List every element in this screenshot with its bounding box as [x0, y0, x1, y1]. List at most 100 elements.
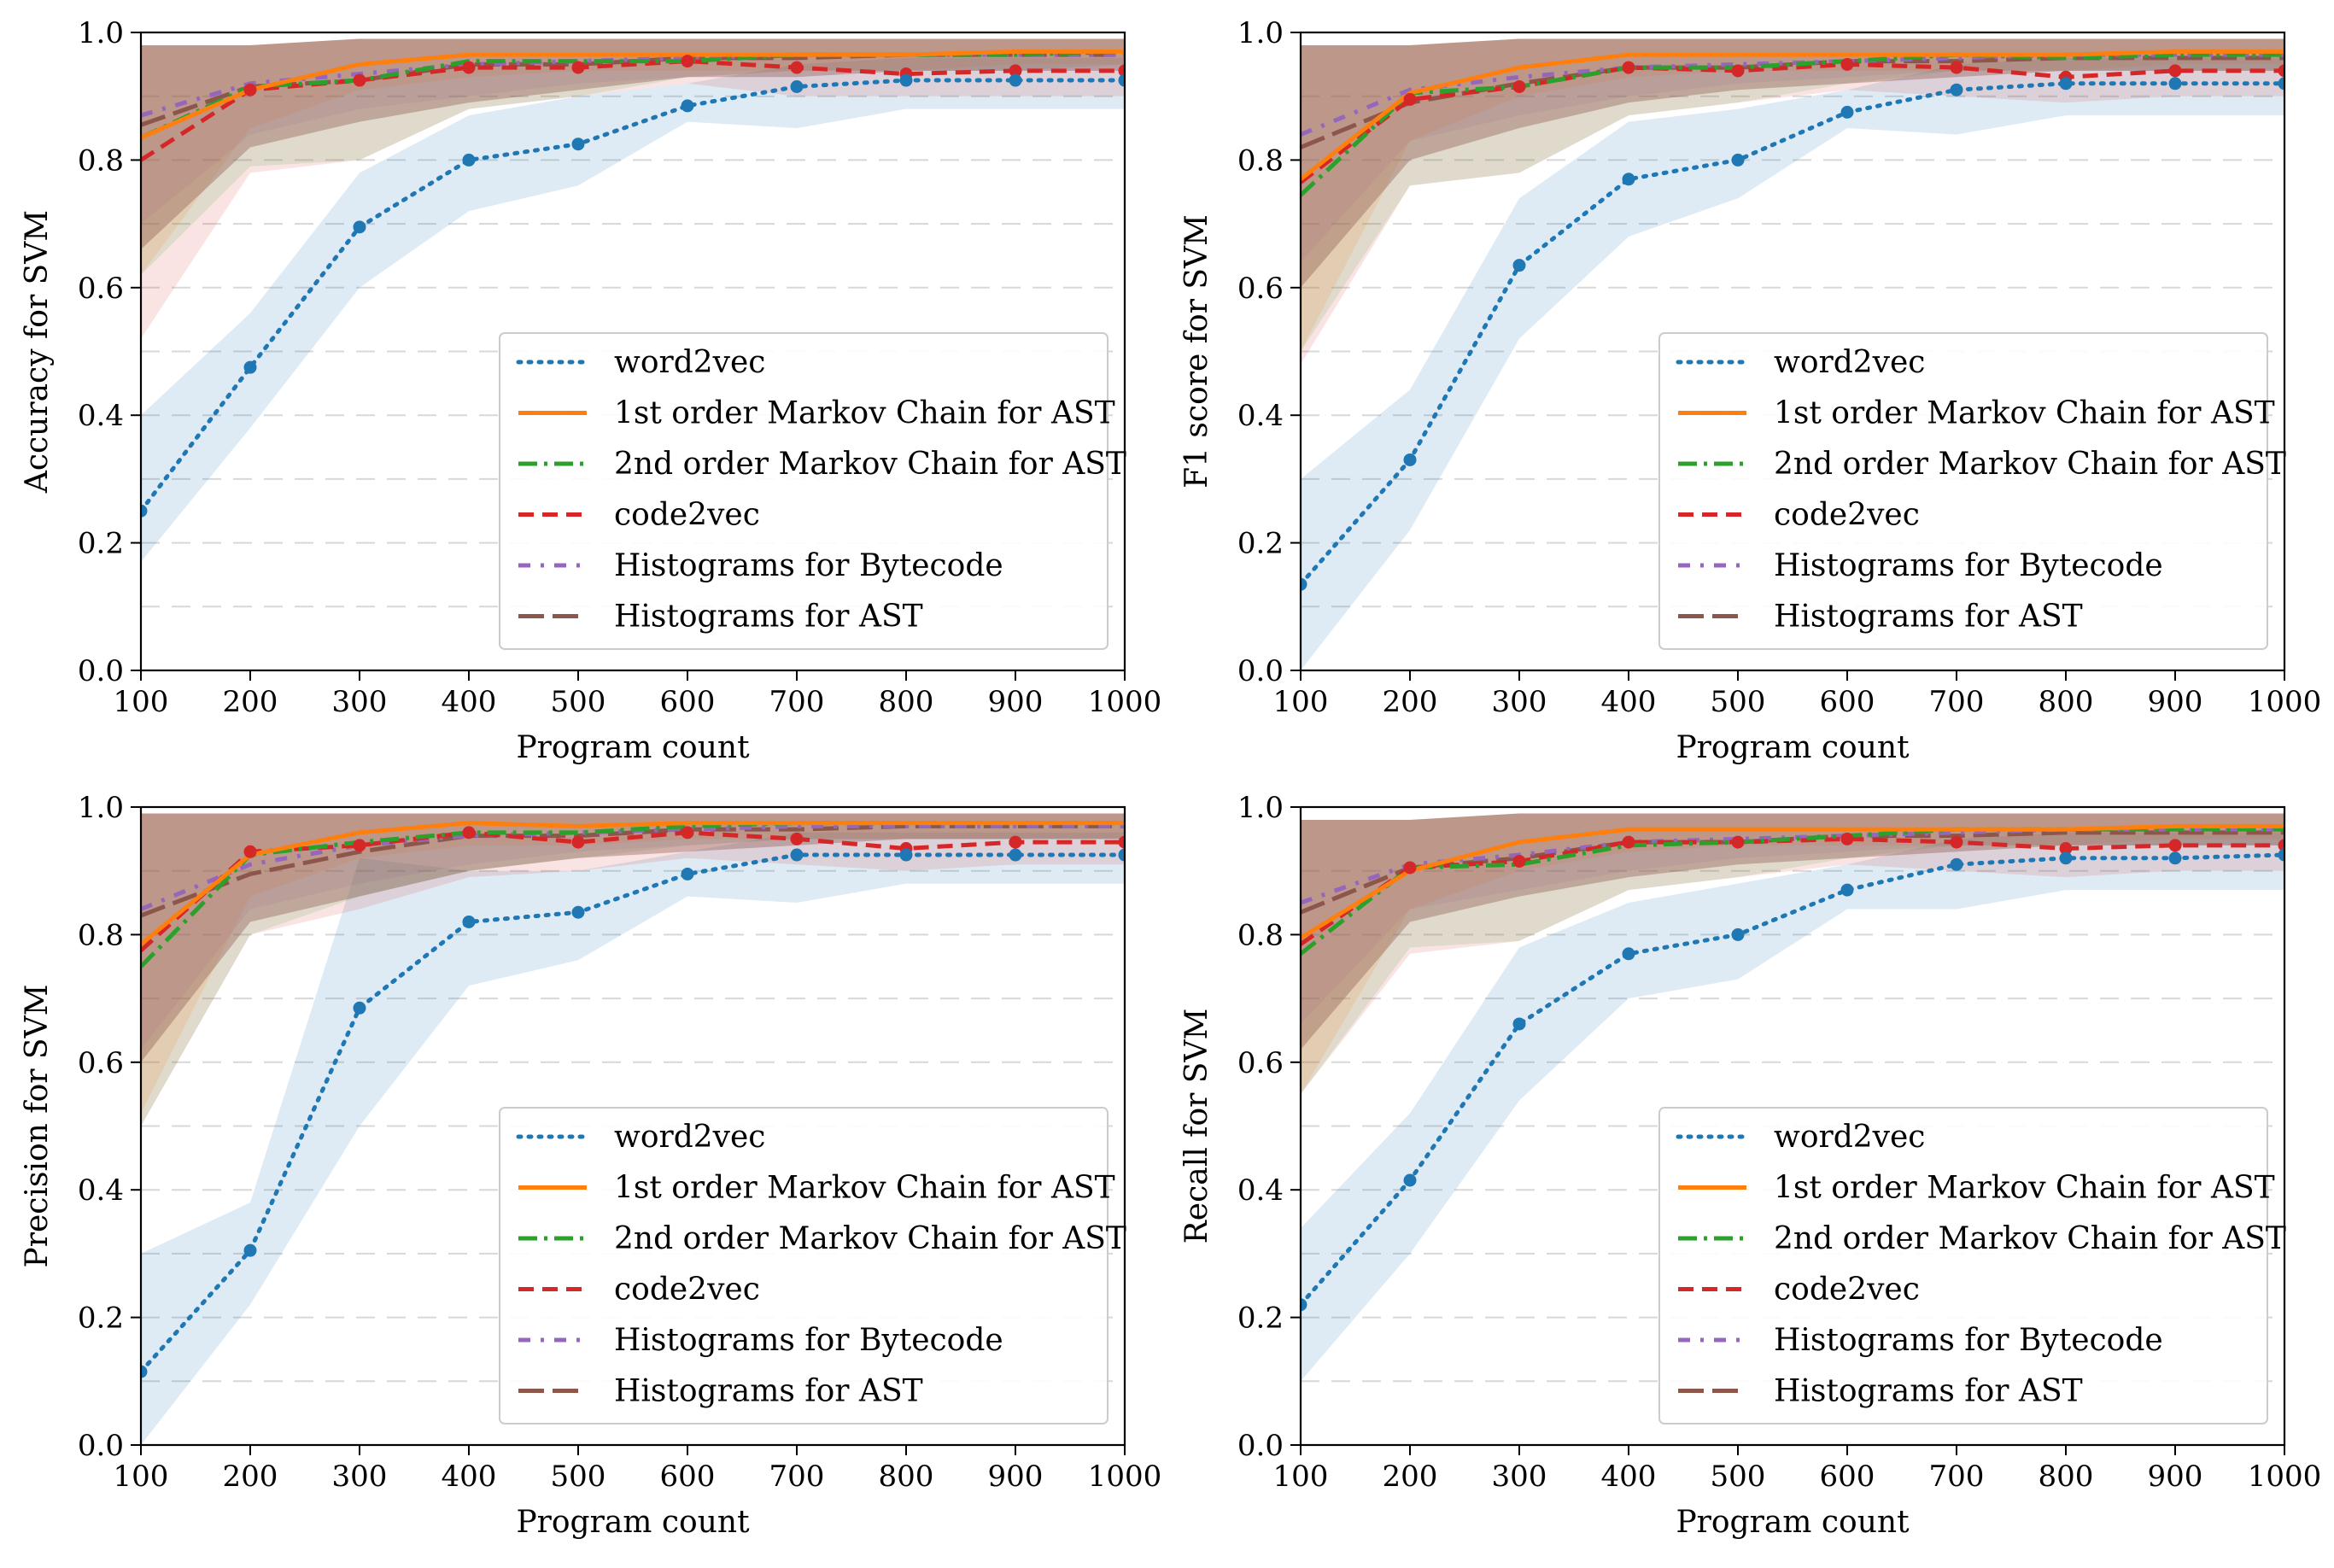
y-tick-label: 0.2	[1237, 1302, 1284, 1336]
y-tick-label: 0.0	[78, 654, 124, 688]
data-point-code2vec	[1950, 835, 1963, 849]
data-point-code2vec	[462, 61, 476, 74]
data-point-word2vec	[462, 153, 476, 167]
band-histograms-for-ast	[141, 813, 1125, 1062]
panel-recall: 100 200 300 400 500 600 700 800 900 1000 0.0 0.2 0.4…	[1179, 791, 2321, 1540]
data-point-code2vec	[1840, 57, 1854, 71]
y-tick-label: 0.2	[78, 527, 124, 561]
data-point-word2vec	[1950, 83, 1963, 97]
x-tick-label: 600	[660, 685, 716, 719]
series-lines	[1301, 49, 2284, 591]
data-point-code2vec	[1731, 835, 1745, 849]
series-line-histograms-for-ast	[1301, 830, 2284, 915]
band-histograms-for-ast	[1301, 38, 2284, 288]
data-point-code2vec	[1731, 64, 1745, 78]
x-tick-label: 1000	[2248, 1460, 2322, 1494]
axes-frame	[139, 805, 1126, 1447]
axes-frame	[139, 31, 1126, 672]
data-point-word2vec	[1840, 105, 1854, 119]
data-point-word2vec	[1622, 947, 1635, 961]
data-point-word2vec	[1731, 927, 1745, 941]
x-tick-label: 1000	[1088, 1460, 1162, 1494]
data-point-code2vec	[1403, 861, 1417, 875]
data-point-code2vec	[681, 826, 694, 840]
data-point-code2vec	[2168, 64, 2182, 78]
data-point-code2vec	[1403, 92, 1417, 106]
x-tick-label: 700	[769, 685, 825, 719]
data-point-code2vec	[1009, 64, 1022, 78]
data-point-code2vec	[790, 832, 804, 845]
x-tick-label: 200	[1383, 1460, 1438, 1494]
x-tick-label: 300	[332, 1460, 388, 1494]
panel-accuracy: 100 200 300 400 500 600 700 800 900 1000 0.0 0.2 0.4…	[20, 16, 1161, 765]
series-line-1st-order-markov-chain-for-ast	[141, 49, 1125, 140]
y-tick-label: 0.4	[78, 1173, 124, 1208]
legend-label-word2vec: word2vec	[614, 1120, 765, 1155]
axes-frame	[1299, 805, 2286, 1447]
series-line-1st-order-markov-chain-for-ast	[141, 821, 1125, 946]
data-point-word2vec	[790, 79, 804, 93]
data-point-word2vec	[681, 867, 694, 881]
y-axis-label: Recall for SVM	[1179, 1009, 1214, 1244]
panel-precision: 100 200 300 400 500 600 700 800 900 1000 0.0 0.2 0.4…	[20, 791, 1161, 1540]
band-code2vec	[1301, 38, 2284, 365]
y-tick-label: 1.0	[78, 16, 124, 50]
data-point-code2vec	[1840, 832, 1854, 845]
band-2nd-order-markov-chain-for-ast	[141, 813, 1125, 1126]
data-point-word2vec	[899, 73, 913, 87]
data-point-code2vec	[1118, 64, 1125, 78]
data-point-code2vec	[353, 839, 366, 852]
band-word2vec	[141, 57, 1125, 563]
x-tick-label: 200	[223, 685, 278, 719]
legend-box	[499, 1107, 1109, 1425]
x-tick-label: 700	[1929, 685, 1985, 719]
legend: word2vec 1st order Markov Chain for AST 2n…	[1658, 1107, 2286, 1425]
data-point-code2vec	[790, 61, 804, 74]
band-2nd-order-markov-chain-for-ast	[1301, 813, 2284, 1095]
data-point-code2vec	[1009, 835, 1022, 849]
data-point-word2vec	[1950, 857, 1963, 871]
x-axis-label: Program count	[516, 730, 750, 765]
data-point-code2vec	[681, 55, 694, 68]
legend-label-word2vec: word2vec	[614, 345, 765, 380]
series-line-1st-order-markov-chain-for-ast	[1301, 49, 2284, 181]
band-code2vec	[1301, 813, 2284, 1095]
data-point-word2vec	[790, 848, 804, 862]
y-tick-label: 0.4	[1237, 399, 1284, 433]
x-tick-label: 700	[769, 1460, 825, 1494]
x-tick-label: 500	[551, 685, 606, 719]
y-tick-label: 0.8	[1237, 143, 1284, 178]
data-point-word2vec	[243, 1243, 257, 1257]
x-tick-label: 800	[879, 685, 934, 719]
legend-label-histast: Histograms for AST	[614, 600, 923, 635]
x-tick-label: 800	[2039, 685, 2094, 719]
x-tick-label: 400	[1601, 1460, 1657, 1494]
band-code2vec	[141, 38, 1125, 339]
x-tick-label: 300	[1492, 1460, 1547, 1494]
x-tick-label: 600	[1820, 1460, 1875, 1494]
y-tick-label: 0.6	[78, 1046, 124, 1080]
legend: word2vec 1st order Markov Chain for AST 2n…	[1658, 332, 2286, 650]
panel-f1-score: 100 200 300 400 500 600 700 800 900 1000 0.0 0.2 0.4…	[1179, 16, 2321, 765]
band-2nd-order-markov-chain-for-ast	[141, 38, 1125, 275]
x-tick-label: 100	[114, 1460, 169, 1494]
data-point-word2vec	[1118, 848, 1125, 862]
legend-label-code2vec: code2vec	[614, 498, 760, 533]
x-tick-label: 600	[660, 1460, 716, 1494]
data-point-word2vec	[1403, 453, 1417, 466]
series-line-word2vec	[141, 78, 1125, 513]
data-point-code2vec	[2278, 839, 2284, 852]
data-point-code2vec	[243, 845, 257, 858]
series-lines	[141, 49, 1125, 518]
x-tick-label: 900	[2148, 1460, 2203, 1494]
data-point-word2vec	[2278, 77, 2284, 91]
data-point-code2vec	[1622, 835, 1635, 849]
data-point-word2vec	[1301, 577, 1307, 591]
x-axis-label: Program count	[1676, 730, 1910, 765]
legend-label-histbc: Histograms for Bytecode	[1774, 1323, 2163, 1358]
x-tick-label: 100	[114, 685, 169, 719]
x-tick-label: 300	[332, 685, 388, 719]
data-point-word2vec	[1009, 73, 1022, 87]
confidence-bands	[1301, 813, 2284, 1382]
x-tick-label: 200	[1383, 685, 1438, 719]
